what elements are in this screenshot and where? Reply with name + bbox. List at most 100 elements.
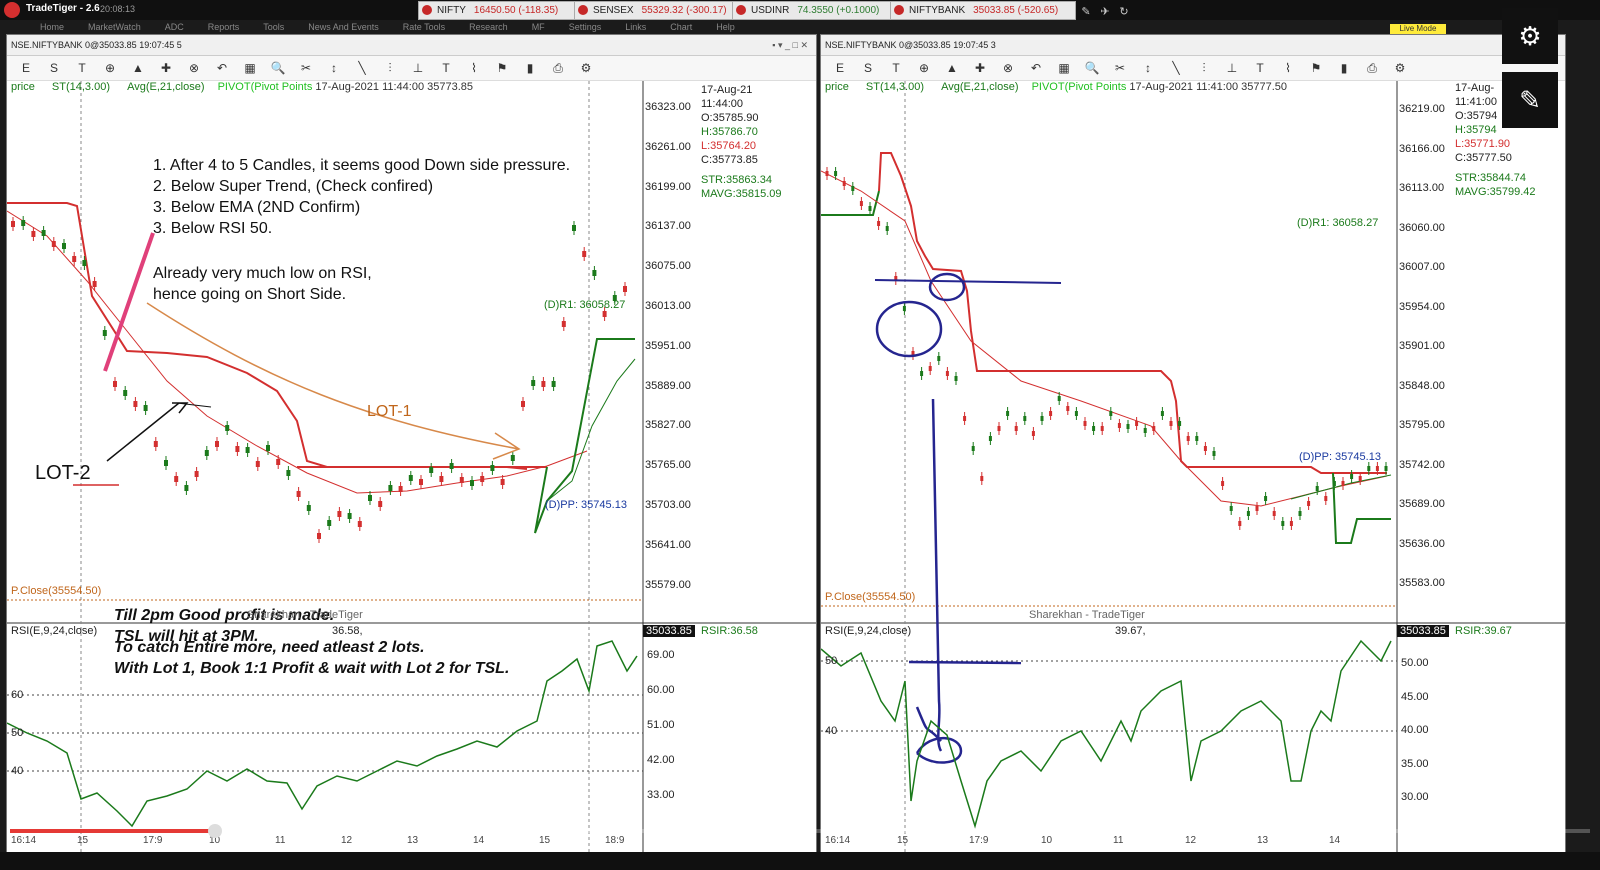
rsi-price-box: 35033.85 <box>1397 625 1449 637</box>
toolbar-tool-icon[interactable]: ⊗ <box>188 61 200 75</box>
legend-pivot: PIVOT(Pivot Points <box>1031 81 1127 93</box>
toolbar-tool-icon[interactable]: ✂ <box>1114 61 1126 75</box>
menu-item[interactable]: ADC <box>164 22 184 32</box>
toolbar-tool-icon[interactable]: ↶ <box>216 61 228 75</box>
menu-item[interactable]: Research <box>469 22 508 32</box>
toolbar-tool-icon[interactable]: ⊕ <box>104 61 116 75</box>
toolbar-tool-icon[interactable]: ▮ <box>1340 61 1348 75</box>
toolbar-tool-icon[interactable]: ✚ <box>160 61 172 75</box>
right-chart-toolbar: E S T ⊕ ▲ ✚ ⊗ ↶ ▦ 🔍 ✂ ↕ ╲ ⫶ ⊥ T ⌇ ⚑ ▮ ⎙ ⚙ <box>821 56 1565 81</box>
menu-item[interactable]: Help <box>716 22 735 32</box>
ticker-nifty[interactable]: NIFTY 16450.50 (-118.35) <box>418 1 576 20</box>
toolbar-tool-icon[interactable]: ⊗ <box>1002 61 1014 75</box>
toolbar-tool-icon[interactable]: ⌇ <box>471 61 477 75</box>
toolbar-tool-icon[interactable]: T <box>78 61 86 75</box>
y-axis-tick: 35901.00 <box>1399 340 1445 352</box>
ticker-usdinr[interactable]: USDINR 74.3550 (+0.1000) <box>732 1 892 20</box>
toolbar-tool-icon[interactable]: ⊥ <box>1226 61 1238 75</box>
video-scrub-handle[interactable] <box>208 824 223 838</box>
rsi-level-label: 60 <box>11 689 24 701</box>
menu-item[interactable]: Settings <box>568 22 602 32</box>
legend-ema: Avg(E,21,close) <box>941 81 1019 93</box>
candle-body <box>582 251 587 257</box>
pivot-pp-label: (D)PP: 35745.13 <box>545 499 627 511</box>
menu-item[interactable]: Home <box>40 22 65 32</box>
menu-item[interactable]: Rate Tools <box>402 22 446 32</box>
candle-body <box>72 256 77 262</box>
menu-item[interactable]: Links <box>625 22 647 32</box>
toolbar-tool-icon[interactable]: ▦ <box>1058 61 1070 75</box>
candle-body <box>286 470 291 476</box>
candle-body <box>51 241 56 247</box>
menu-item[interactable]: MarketWatch <box>88 22 141 32</box>
candle-body <box>245 447 250 453</box>
live-mode-badge[interactable]: Live Mode <box>1390 24 1446 34</box>
ticker-niftybank[interactable]: NIFTYBANK 35033.85 (-520.65) <box>890 1 1076 20</box>
settings-gear-button[interactable]: ⚙ <box>1502 8 1558 64</box>
ticker-sensex[interactable]: SENSEX 55329.32 (-300.17) <box>574 1 734 20</box>
toolbar-tool-icon[interactable]: ⊥ <box>412 61 424 75</box>
toolbar-tool-icon[interactable]: ↶ <box>1030 61 1042 75</box>
toolbar-tool-icon[interactable]: ⎙ <box>553 61 563 75</box>
legend-datetime: 17-Aug-2021 11:41:00 35777.50 <box>1129 81 1288 93</box>
toolbar-tool-icon[interactable]: 🔍 <box>270 61 286 75</box>
edit-icon[interactable]: ✎ <box>1081 6 1091 18</box>
toolbar-tool-icon[interactable]: E <box>21 61 30 75</box>
window-controls[interactable]: ▪ ▾ _ □ ✕ <box>772 40 808 50</box>
legend-supertrend: ST(14,3.00) <box>865 81 924 93</box>
refresh-icon[interactable]: ↻ <box>1119 6 1129 18</box>
toolbar-tool-icon[interactable]: ⚑ <box>496 61 508 75</box>
toolbar-tool-icon[interactable]: ▲ <box>946 61 958 75</box>
y-axis-tick: 36075.00 <box>645 260 691 273</box>
toolbar-tool-icon[interactable]: ⊕ <box>918 61 930 75</box>
toolbar-tool-icon[interactable]: ⚙ <box>1394 61 1406 75</box>
ohlc-date: 17-Aug- <box>1455 82 1495 94</box>
candle-body <box>133 401 138 407</box>
candle-body <box>306 505 311 511</box>
toolbar-tool-icon[interactable]: ▦ <box>244 61 256 75</box>
ticker-icon <box>736 5 746 15</box>
candle-body <box>1074 411 1078 416</box>
toolbar-tool-icon[interactable]: ▲ <box>132 61 144 75</box>
toolbar-tool-icon[interactable]: S <box>49 61 58 75</box>
toolbar-tool-icon[interactable]: T <box>1256 61 1264 75</box>
profit-line-2: TSL will hit at 3PM. <box>114 628 259 645</box>
candle-body <box>988 436 992 441</box>
menu-item[interactable]: Chart <box>670 22 693 32</box>
candle-body <box>834 171 838 176</box>
candle-body <box>143 405 148 411</box>
toolbar-tool-icon[interactable]: ⌇ <box>1285 61 1291 75</box>
menu-item[interactable]: Reports <box>207 22 240 32</box>
toolbar-tool-icon[interactable]: S <box>863 61 872 75</box>
toolbar-tool-icon[interactable]: ⎙ <box>1367 61 1377 75</box>
candle-body <box>459 477 464 483</box>
toolbar-tool-icon[interactable]: ╲ <box>1172 61 1180 75</box>
toolbar-tool-icon[interactable]: ⫶ <box>1202 61 1206 75</box>
video-progress[interactable] <box>10 829 216 833</box>
toolbar-tool-icon[interactable]: ⚑ <box>1310 61 1322 75</box>
toolbar-tool-icon[interactable]: ⫶ <box>388 61 392 75</box>
profit-line-1: Till 2pm Good profit is made. <box>114 607 335 624</box>
toolbar-tool-icon[interactable]: E <box>835 61 844 75</box>
rsi-note: Already very much low on RSI, hence goin… <box>153 263 372 305</box>
toolbar-tool-icon[interactable]: ▮ <box>526 61 534 75</box>
toolbar-tool-icon[interactable]: ↕ <box>1145 61 1151 75</box>
menu-item[interactable]: Tools <box>263 22 285 32</box>
ohlc-time: 11:44:00 <box>701 98 744 110</box>
toolbar-tool-icon[interactable]: T <box>442 61 450 75</box>
candle-body <box>1109 411 1113 416</box>
menu-item[interactable]: News And Events <box>308 22 379 32</box>
toolbar-tool-icon[interactable]: ↕ <box>331 61 337 75</box>
feedback-button[interactable]: ✎ <box>1502 72 1558 128</box>
x-axis-tick: 16:14 <box>825 835 851 846</box>
toolbar-tool-icon[interactable]: ⚙ <box>580 61 592 75</box>
toolbar-tool-icon[interactable]: 🔍 <box>1084 61 1100 75</box>
toolbar-tool-icon[interactable]: T <box>892 61 900 75</box>
pin-icon[interactable]: ✈ <box>1100 6 1110 18</box>
toolbar-tool-icon[interactable]: ╲ <box>358 61 366 75</box>
menu-item[interactable]: MF <box>531 22 545 32</box>
toolbar-tool-icon[interactable]: ✚ <box>974 61 986 75</box>
video-track[interactable] <box>210 829 1590 833</box>
toolbar-tool-icon[interactable]: ✂ <box>300 61 312 75</box>
candle-body <box>885 226 889 231</box>
